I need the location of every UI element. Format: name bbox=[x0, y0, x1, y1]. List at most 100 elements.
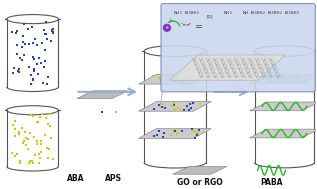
Point bbox=[41, 29, 46, 32]
Point bbox=[171, 102, 177, 105]
Point bbox=[36, 72, 41, 75]
Point bbox=[37, 152, 42, 155]
Point bbox=[32, 69, 37, 72]
Point bbox=[172, 103, 177, 106]
Text: B(OH)$_2$: B(OH)$_2$ bbox=[184, 9, 200, 17]
Point bbox=[172, 108, 178, 111]
Point bbox=[197, 102, 202, 105]
Point bbox=[27, 161, 32, 164]
Point bbox=[13, 134, 18, 137]
Point bbox=[42, 133, 47, 136]
Point bbox=[187, 102, 192, 105]
Point bbox=[173, 78, 178, 81]
Point bbox=[40, 113, 45, 116]
Point bbox=[50, 157, 55, 160]
Text: ABA: ABA bbox=[67, 174, 84, 183]
Point bbox=[29, 113, 34, 116]
Point bbox=[23, 43, 28, 46]
Point bbox=[151, 75, 156, 78]
Point bbox=[32, 67, 37, 70]
Point bbox=[185, 104, 190, 107]
Text: PABA: PABA bbox=[260, 178, 283, 187]
Point bbox=[20, 142, 25, 145]
Polygon shape bbox=[139, 129, 211, 138]
Point bbox=[160, 136, 165, 139]
Point bbox=[159, 76, 164, 79]
Point bbox=[33, 153, 38, 156]
Point bbox=[31, 58, 36, 61]
Point bbox=[35, 140, 40, 143]
Point bbox=[26, 43, 31, 46]
Point bbox=[13, 127, 18, 130]
Point bbox=[178, 108, 184, 111]
Point bbox=[27, 159, 32, 162]
Point bbox=[16, 132, 22, 135]
Point bbox=[30, 115, 36, 118]
Point bbox=[29, 26, 35, 29]
Point bbox=[12, 120, 17, 123]
Point bbox=[11, 66, 16, 69]
Point bbox=[42, 33, 48, 36]
Polygon shape bbox=[249, 129, 317, 138]
Point bbox=[20, 35, 25, 38]
Text: NH$_2$: NH$_2$ bbox=[173, 9, 183, 17]
Point bbox=[188, 77, 193, 80]
Point bbox=[171, 128, 176, 131]
Point bbox=[27, 66, 32, 69]
Point bbox=[47, 147, 52, 150]
Polygon shape bbox=[249, 75, 317, 84]
Point bbox=[152, 107, 157, 110]
Point bbox=[48, 40, 53, 43]
Point bbox=[38, 61, 43, 64]
Point bbox=[193, 131, 198, 134]
Point bbox=[172, 129, 177, 132]
Point bbox=[15, 69, 20, 72]
Point bbox=[27, 132, 32, 135]
Point bbox=[20, 46, 25, 49]
Point bbox=[44, 146, 49, 149]
Point bbox=[100, 111, 105, 114]
Point bbox=[45, 76, 50, 79]
Point bbox=[187, 82, 192, 85]
Point bbox=[32, 38, 37, 41]
Point bbox=[43, 21, 48, 24]
Point bbox=[197, 128, 202, 131]
Point bbox=[49, 28, 55, 31]
Point bbox=[154, 134, 159, 137]
Point bbox=[36, 120, 41, 123]
Text: B(OH)$_2$: B(OH)$_2$ bbox=[268, 9, 283, 17]
Point bbox=[16, 70, 22, 73]
Point bbox=[49, 136, 54, 139]
Polygon shape bbox=[139, 101, 211, 111]
Point bbox=[16, 67, 22, 70]
Point bbox=[46, 156, 51, 160]
Point bbox=[169, 134, 174, 137]
Point bbox=[159, 79, 164, 82]
Point bbox=[194, 134, 199, 137]
Point bbox=[175, 107, 180, 110]
Point bbox=[190, 128, 195, 131]
Text: B(OH)$_2$: B(OH)$_2$ bbox=[249, 9, 266, 17]
Point bbox=[184, 106, 190, 109]
Point bbox=[10, 31, 15, 34]
Point bbox=[187, 109, 192, 112]
Point bbox=[152, 134, 157, 137]
Point bbox=[194, 75, 199, 78]
Point bbox=[36, 161, 42, 164]
Point bbox=[175, 132, 180, 136]
Text: NH$_2$: NH$_2$ bbox=[223, 9, 232, 17]
Point bbox=[31, 136, 36, 139]
Point bbox=[20, 127, 25, 130]
Point bbox=[38, 115, 43, 118]
Point bbox=[175, 132, 180, 135]
Point bbox=[25, 137, 30, 140]
Point bbox=[38, 143, 43, 146]
Point bbox=[23, 144, 28, 147]
Point bbox=[169, 79, 174, 82]
FancyBboxPatch shape bbox=[161, 4, 315, 92]
Point bbox=[192, 129, 197, 132]
Point bbox=[162, 107, 167, 110]
Point bbox=[191, 129, 196, 132]
Polygon shape bbox=[77, 91, 128, 99]
Point bbox=[44, 117, 49, 120]
